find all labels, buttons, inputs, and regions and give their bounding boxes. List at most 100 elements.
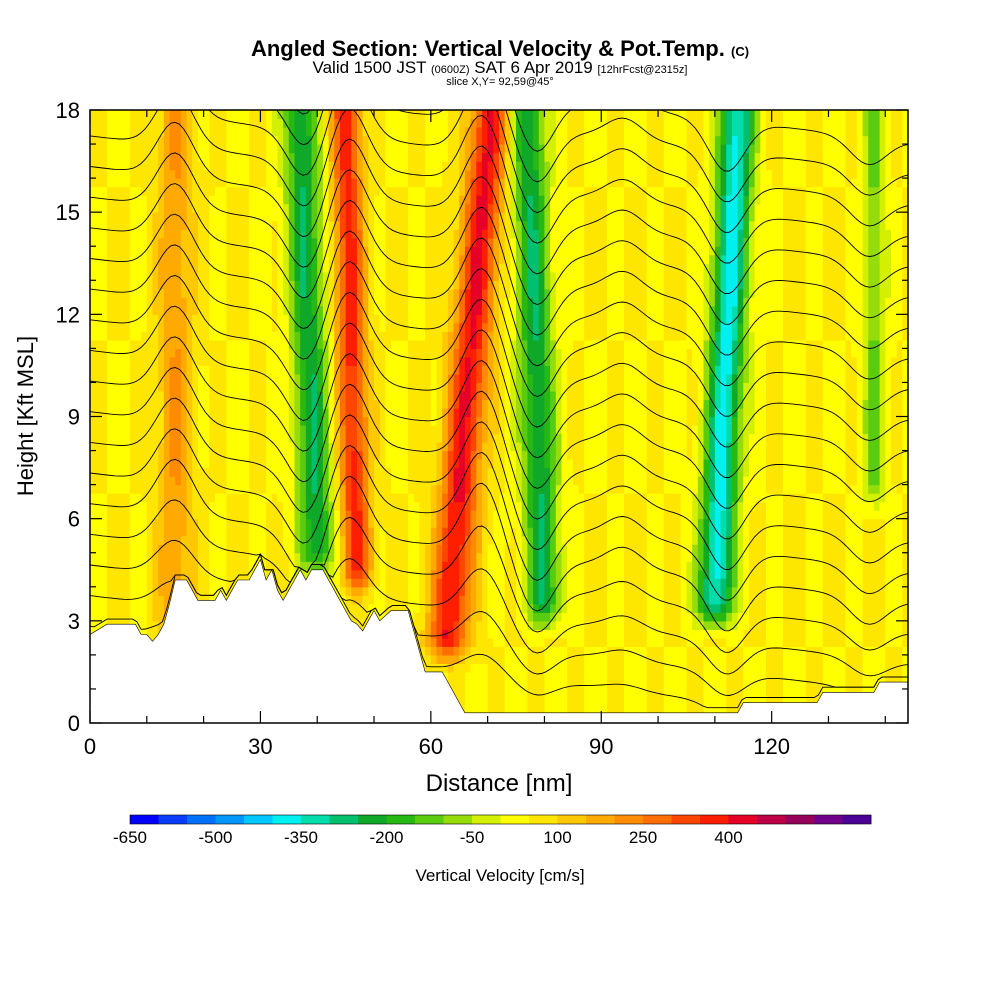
field-cell — [339, 459, 347, 469]
field-cell — [146, 263, 154, 273]
field-cell — [419, 493, 426, 503]
field-cell — [192, 552, 199, 562]
field-cell — [192, 339, 199, 349]
field-cell — [266, 169, 273, 179]
field-cell — [385, 195, 392, 205]
field-cell — [436, 544, 443, 554]
field-cell — [408, 586, 415, 596]
field-cell — [243, 535, 250, 545]
field-cell — [374, 603, 381, 613]
field-cell — [90, 246, 97, 256]
field-cell — [237, 552, 244, 562]
field-cell — [243, 373, 250, 384]
field-cell — [220, 527, 227, 537]
field-cell — [368, 476, 375, 486]
field-cell — [186, 433, 193, 443]
field-cell — [402, 348, 409, 358]
field-cell — [442, 118, 449, 128]
field-cell — [90, 365, 97, 375]
field-cell — [317, 271, 324, 281]
field-cell — [447, 433, 455, 443]
field-cell — [90, 433, 97, 443]
field-cell — [243, 118, 250, 128]
field-cell — [226, 493, 233, 503]
field-cell — [300, 544, 307, 554]
field-cell — [146, 331, 154, 341]
field-cell — [322, 118, 330, 128]
field-cell — [124, 280, 131, 290]
field-cell — [146, 135, 154, 145]
field-cell — [107, 535, 114, 545]
field-cell — [294, 442, 301, 452]
field-cell — [356, 220, 364, 230]
field-cell — [203, 399, 210, 409]
field-cell — [447, 510, 455, 520]
field-cell — [374, 127, 381, 137]
field-cell — [351, 356, 358, 367]
field-cell — [447, 561, 455, 571]
field-cell — [470, 373, 477, 384]
field-cell — [356, 169, 364, 179]
field-cell — [203, 322, 210, 332]
field-cell — [158, 322, 165, 332]
field-cell — [379, 118, 386, 128]
field-cell — [396, 450, 404, 460]
field-cell — [391, 271, 398, 281]
field-cell — [425, 544, 432, 554]
field-cell — [481, 654, 489, 664]
field-cell — [402, 416, 409, 426]
field-cell — [209, 578, 216, 588]
field-cell — [95, 586, 102, 596]
field-cell — [260, 280, 267, 290]
field-cell — [146, 195, 154, 205]
field-cell — [226, 254, 233, 264]
field-cell — [459, 501, 466, 511]
field-cell — [192, 229, 199, 239]
field-cell — [237, 305, 244, 315]
field-cell — [351, 280, 358, 290]
field-cell — [112, 144, 119, 154]
field-cell — [305, 288, 313, 298]
field-cell — [413, 382, 421, 392]
field-cell — [391, 356, 398, 367]
field-cell — [260, 195, 267, 205]
field-cell — [322, 365, 330, 375]
field-cell — [311, 493, 318, 503]
field-cell — [197, 467, 205, 477]
field-cell — [442, 152, 449, 162]
field-cell — [112, 254, 119, 264]
field-cell — [442, 322, 449, 332]
field-cell — [118, 595, 125, 605]
field-cell — [385, 152, 392, 162]
field-cell — [214, 544, 222, 554]
field-cell — [345, 331, 352, 341]
field-cell — [419, 425, 426, 435]
field-cell — [277, 459, 284, 469]
field-cell — [186, 501, 193, 511]
field-cell — [180, 263, 188, 273]
field-cell — [351, 246, 358, 256]
field-cell — [277, 178, 284, 188]
field-cell — [112, 127, 119, 137]
field-cell — [226, 442, 233, 452]
field-cell — [232, 433, 239, 443]
field-cell — [249, 493, 256, 503]
field-cell — [334, 203, 341, 213]
field-cell — [453, 263, 460, 273]
field-cell — [459, 680, 466, 690]
field-cell — [226, 169, 233, 179]
field-cell — [413, 110, 421, 120]
field-cell — [95, 535, 102, 545]
field-cell — [339, 152, 347, 162]
field-cell — [459, 212, 466, 222]
field-cell — [203, 127, 210, 137]
field-cell — [436, 220, 443, 230]
field-cell — [288, 237, 296, 247]
field-cell — [226, 297, 233, 307]
field-cell — [249, 535, 256, 545]
field-cell — [339, 297, 347, 307]
field-cell — [249, 178, 256, 188]
field-cell — [226, 467, 233, 477]
field-cell — [362, 416, 369, 426]
field-cell — [311, 518, 318, 528]
